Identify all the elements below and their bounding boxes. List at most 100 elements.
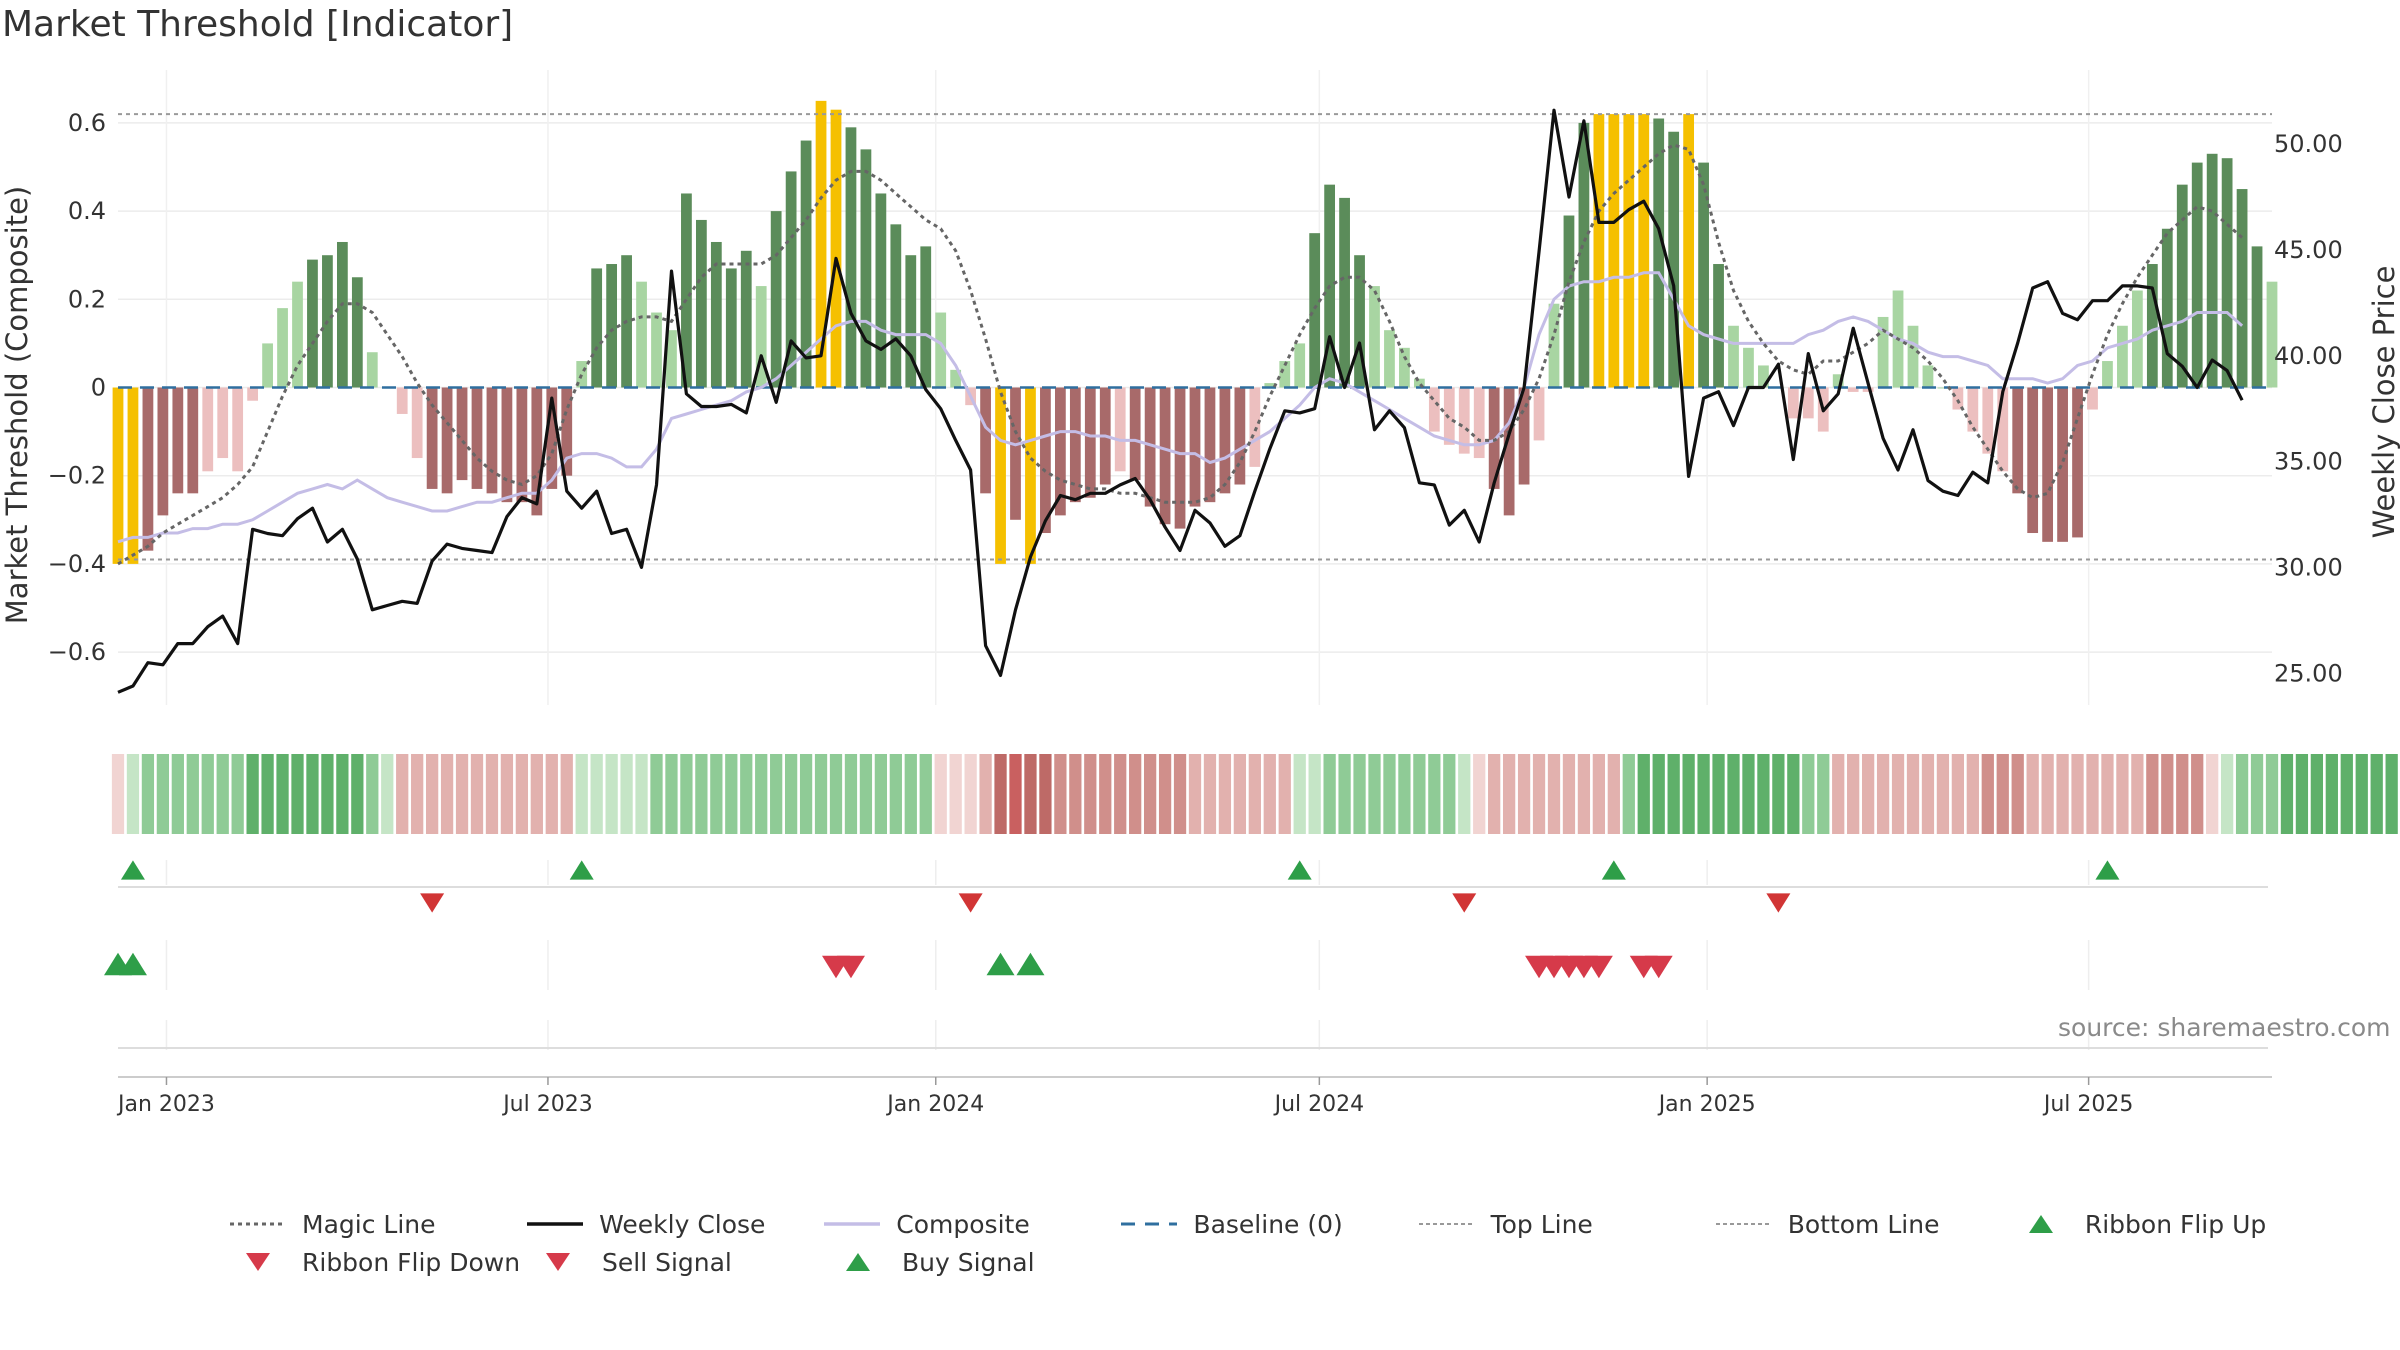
ribbon-cell: [2340, 754, 2353, 834]
threshold-bar: [187, 387, 199, 494]
ribbon-flip-down-marker: [420, 893, 445, 913]
ribbon-cell: [126, 754, 140, 834]
sell-signal-marker: [836, 955, 865, 979]
threshold-bar: [980, 387, 991, 494]
ribbon-cell: [2385, 754, 2398, 834]
ribbon-cell: [784, 754, 798, 834]
ribbon-cell: [2280, 754, 2294, 834]
threshold-bar: [2191, 162, 2203, 388]
composite-line: [117, 271, 2244, 544]
ribbon-cell: [1622, 754, 1635, 834]
threshold-bar: [2012, 387, 2024, 494]
ribbon-cell: [336, 754, 349, 834]
ribbon-cell: [545, 754, 558, 834]
ribbon-cell: [1532, 754, 1546, 834]
threshold-bar: [546, 387, 558, 489]
threshold-bar: [1563, 215, 1575, 388]
threshold-bar: [591, 268, 603, 388]
ribbon-cell: [2235, 754, 2249, 834]
ribbon-cell: [1009, 754, 1022, 834]
ribbon-flip-up-marker: [1601, 860, 1626, 880]
ribbon-flip-panel: [118, 860, 2268, 913]
ribbon-cell: [2071, 754, 2084, 834]
threshold-bar: [2266, 281, 2278, 388]
threshold-bar: [2251, 246, 2263, 388]
ribbon-cell: [994, 754, 1007, 834]
threshold-bar: [307, 259, 318, 388]
threshold-bar: [217, 387, 229, 459]
threshold-bar: [1578, 122, 1590, 388]
threshold-bar: [1758, 365, 1769, 388]
threshold-bar: [845, 127, 857, 388]
threshold-bar: [710, 241, 722, 388]
legend-label: Bottom Line: [1787, 1209, 1940, 1239]
ribbon-cell: [1024, 754, 1037, 834]
threshold-bar: [1069, 387, 1081, 503]
ribbon-cell: [261, 754, 274, 834]
threshold-bar: [411, 387, 423, 459]
ribbon-cell: [949, 754, 962, 834]
source-note: source: sharemaestro.com: [2058, 1013, 2391, 1042]
threshold-bar: [1174, 387, 1186, 529]
ribbon-cell: [425, 754, 439, 834]
right-tick-label: 30.00: [2274, 553, 2343, 581]
threshold-bar: [456, 387, 468, 481]
ribbon-cell: [2161, 754, 2174, 834]
threshold-bar: [1084, 387, 1096, 498]
solid-lavender-line-icon: [824, 1222, 881, 1226]
threshold-bar: [1129, 387, 1141, 481]
ribbon-cell: [1637, 754, 1650, 834]
ribbon-cell: [440, 754, 454, 834]
threshold-bar: [157, 387, 169, 516]
threshold-bar: [1339, 197, 1350, 388]
sell-signal-marker: [1584, 955, 1613, 979]
ribbon-cell: [1233, 754, 1247, 834]
threshold-bar: [336, 241, 348, 388]
ribbon-cell: [919, 754, 932, 834]
right-tick-label: 25.00: [2274, 659, 2343, 687]
signal-panel: [104, 952, 2268, 1049]
left-tick-label: 0.6: [68, 109, 106, 137]
threshold-bar: [2117, 325, 2128, 388]
ribbon-flip-up-marker: [1287, 860, 1312, 880]
ribbon-cell: [2101, 754, 2114, 834]
ribbon-cell: [740, 754, 753, 834]
legend-row: Magic Line Weekly Close Composite Baseline …: [228, 1205, 2308, 1243]
threshold-bar: [1862, 387, 1874, 392]
threshold-bar: [441, 387, 453, 494]
ribbon-cell: [1263, 754, 1276, 834]
threshold-bar: [1997, 387, 2009, 472]
legend-item: Bottom Line: [1714, 1210, 2011, 1239]
threshold-bar: [950, 369, 962, 388]
threshold-bar: [1264, 383, 1276, 388]
ribbon-cell: [2026, 754, 2039, 834]
ribbon-cell: [1323, 754, 1336, 834]
ribbon-cell: [156, 754, 170, 834]
threshold-bar: [516, 387, 528, 503]
threshold-bar: [2221, 158, 2233, 388]
ribbon-cell: [2146, 754, 2159, 834]
threshold-bar: [1952, 387, 1964, 410]
green-up-triangle-icon: [846, 1253, 870, 1271]
ribbon-cell: [1353, 754, 1366, 834]
threshold-bar: [1458, 387, 1470, 454]
threshold-bar: [1922, 365, 1934, 388]
ribbon-strip: [111, 754, 2398, 834]
ribbon-cell: [874, 754, 888, 834]
threshold-bar: [860, 149, 872, 388]
left-axis-title: Market Threshold (Composite): [0, 186, 34, 624]
ribbon-cell: [590, 754, 603, 834]
legend-label: Ribbon Flip Down: [302, 1247, 521, 1277]
ribbon-cell: [1443, 754, 1456, 834]
buy-signal-marker: [1016, 952, 1045, 976]
threshold-bar: [292, 281, 303, 388]
left-tick-label: 0.4: [68, 197, 106, 225]
ribbon-cell: [1502, 754, 1516, 834]
ribbon-cell: [396, 754, 409, 834]
legend-item: Buy Signal: [828, 1248, 1128, 1277]
right-tick-label: 40.00: [2274, 342, 2343, 370]
ribbon-cell: [2131, 754, 2144, 834]
ribbon-cell: [1861, 754, 1875, 834]
x-tick-label: Jul 2023: [501, 1092, 593, 1117]
ribbon-cell: [1652, 754, 1665, 834]
